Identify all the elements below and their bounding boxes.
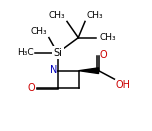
Text: CH₃: CH₃ — [31, 27, 47, 36]
Text: CH₃: CH₃ — [86, 11, 103, 20]
Text: O: O — [99, 50, 107, 60]
Text: Si: Si — [54, 48, 62, 58]
Polygon shape — [79, 68, 99, 73]
Text: CH₃: CH₃ — [99, 33, 116, 42]
Text: OH: OH — [115, 80, 130, 90]
Text: O: O — [28, 83, 35, 92]
Text: CH₃: CH₃ — [48, 11, 65, 20]
Text: H₃C: H₃C — [17, 48, 34, 57]
Text: N: N — [50, 65, 57, 75]
